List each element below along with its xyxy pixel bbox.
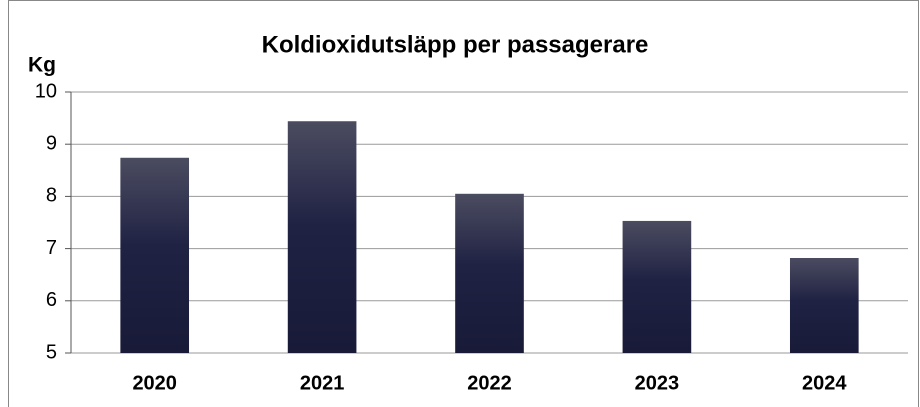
bar — [287, 121, 357, 354]
x-tick-label: 2022 — [467, 372, 512, 394]
x-tick-label: 2024 — [802, 372, 847, 394]
bar — [455, 193, 524, 353]
y-axis-label: Kg — [28, 54, 56, 77]
y-tick-label: 6 — [46, 289, 57, 311]
y-tick-label: 5 — [46, 341, 57, 363]
y-tick-label: 7 — [46, 237, 57, 259]
frame — [8, 0, 919, 407]
chart-title: Koldioxidutsläpp per passagerare — [262, 31, 649, 58]
y-tick-label: 8 — [46, 185, 57, 207]
y-tick-label: 9 — [46, 132, 57, 154]
x-tick-label: 2021 — [300, 372, 345, 394]
y-tick-label: 10 — [35, 80, 57, 102]
bar — [622, 220, 692, 353]
x-tick-label: 2023 — [635, 372, 680, 394]
bar — [120, 157, 190, 353]
bar — [789, 257, 859, 353]
x-tick-label: 2020 — [132, 372, 177, 394]
